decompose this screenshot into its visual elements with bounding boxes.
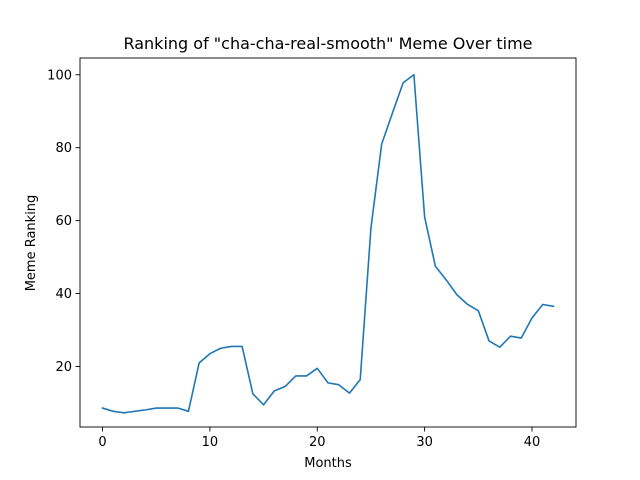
x-tick-label: 40 — [524, 435, 541, 450]
y-tick-label: 100 — [47, 68, 72, 83]
y-tick-label: 20 — [55, 360, 72, 375]
y-tick-label: 40 — [55, 287, 72, 302]
plot-area — [79, 57, 577, 428]
x-tick-label: 20 — [309, 435, 326, 450]
x-axis-ticks: 0 10 20 30 40 — [98, 427, 540, 450]
axes-frame — [79, 57, 577, 428]
chart-title: Ranking of "cha-cha-real-smooth" Meme Ov… — [123, 34, 532, 53]
y-tick-label: 60 — [55, 214, 72, 229]
y-axis-label: Meme Ranking — [24, 195, 39, 292]
y-tick-label: 80 — [55, 141, 72, 156]
x-axis-label: Months — [304, 456, 352, 471]
x-tick-label: 0 — [98, 435, 106, 450]
x-tick-label: 30 — [416, 435, 433, 450]
x-tick-label: 10 — [202, 435, 219, 450]
y-axis-ticks: 20 40 60 80 100 — [47, 68, 80, 375]
series-line-0 — [101, 73, 555, 414]
